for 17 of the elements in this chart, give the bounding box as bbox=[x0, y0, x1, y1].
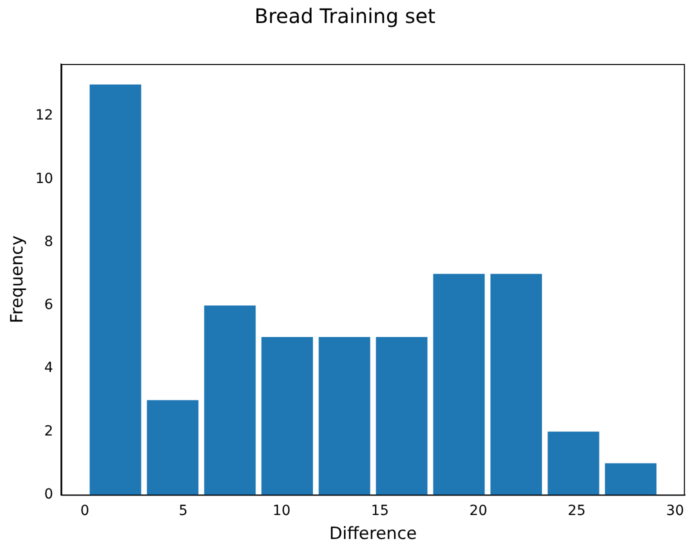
y-tick-label: 4 bbox=[44, 360, 54, 376]
x-tick-label: 20 bbox=[469, 502, 488, 519]
y-axis-title: Frequency bbox=[8, 235, 28, 324]
chart-title: Bread Training set bbox=[254, 4, 436, 28]
x-tick-label: 15 bbox=[371, 502, 389, 519]
x-tick-label: 30 bbox=[666, 502, 684, 519]
y-tick-label: 12 bbox=[35, 108, 54, 124]
y-tick-label: 6 bbox=[44, 297, 54, 314]
y-tick-label: 10 bbox=[35, 170, 54, 187]
x-tick-label: 5 bbox=[178, 502, 188, 519]
x-axis-title: Difference bbox=[329, 524, 417, 544]
y-tick-label: 0 bbox=[44, 486, 54, 502]
x-tick-label: 0 bbox=[80, 502, 90, 519]
x-tick-label: 25 bbox=[568, 502, 586, 519]
y-tick-label: 2 bbox=[44, 423, 54, 440]
y-tick-label: 8 bbox=[44, 234, 54, 250]
x-tick-label: 10 bbox=[272, 502, 290, 519]
